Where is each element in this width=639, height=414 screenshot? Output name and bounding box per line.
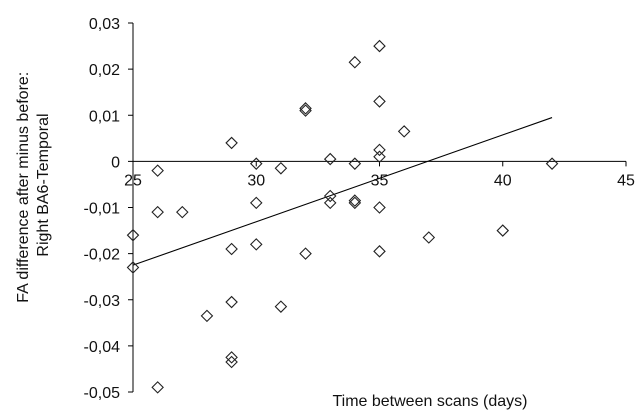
data-point: [299, 247, 312, 260]
x-tick-label: 45: [617, 172, 635, 189]
x-tick-label: 40: [494, 172, 512, 189]
data-point: [225, 351, 238, 364]
data-point: [373, 150, 386, 164]
data-point: [225, 295, 238, 309]
data-point: [373, 143, 386, 157]
data-point: [348, 194, 362, 207]
data-point: [348, 157, 362, 170]
x-axis: 25 30 35 40 45: [124, 160, 635, 189]
y-tick-label: -0,02: [84, 247, 121, 264]
y-tick-label: -0,03: [84, 293, 121, 310]
trendline-group: [132, 117, 553, 266]
x-axis-title: Time between scans (days): [332, 393, 527, 410]
x-tick-label: 30: [247, 172, 265, 189]
y-tick-label: 0,03: [89, 16, 120, 33]
data-point: [274, 300, 288, 313]
y-axis-title: FA difference after minus before: Right …: [15, 67, 52, 302]
y-axis-title-line-2: Right BA6-Temporal: [35, 113, 52, 256]
data-point: [545, 157, 559, 170]
data-point: [373, 201, 386, 214]
y-axis-title-line-1: FA difference after minus before:: [15, 72, 32, 303]
data-point: [200, 309, 214, 323]
data-point: [299, 104, 312, 117]
data-point: [348, 55, 362, 69]
data-point: [299, 102, 312, 115]
data-point: [225, 355, 238, 369]
data-points: [126, 39, 559, 394]
data-point: [373, 245, 386, 258]
data-point: [225, 136, 238, 150]
data-point: [176, 205, 189, 219]
data-point: [249, 196, 263, 210]
data-point: [422, 231, 436, 244]
data-point: [151, 164, 164, 177]
y-tick-label: -0,05: [84, 385, 121, 402]
data-point: [348, 196, 362, 210]
y-tick-label: -0,01: [84, 201, 121, 218]
data-point: [126, 228, 140, 242]
data-point: [397, 125, 411, 138]
data-point: [373, 95, 386, 108]
data-point: [249, 238, 263, 251]
data-point: [151, 205, 164, 219]
data-point: [225, 242, 238, 256]
data-point: [496, 224, 510, 237]
y-tick-label: -0,04: [84, 339, 121, 356]
data-point: [126, 261, 140, 274]
trendline: [132, 117, 553, 266]
data-point: [323, 152, 337, 166]
y-tick-label: 0,01: [89, 108, 120, 125]
y-tick-label: 0,02: [89, 62, 120, 79]
data-point: [274, 162, 288, 175]
data-point: [323, 189, 337, 203]
data-point: [249, 157, 263, 170]
data-point: [373, 39, 386, 53]
data-point: [151, 381, 164, 394]
x-tick-label: 25: [124, 172, 142, 189]
data-point: [323, 196, 337, 210]
y-tick-label: 0: [111, 154, 120, 171]
y-axis: 0,03 0,02 0,01 0 -0,01 -0,02 -0,03 -0,04 -0,05: [84, 16, 134, 402]
